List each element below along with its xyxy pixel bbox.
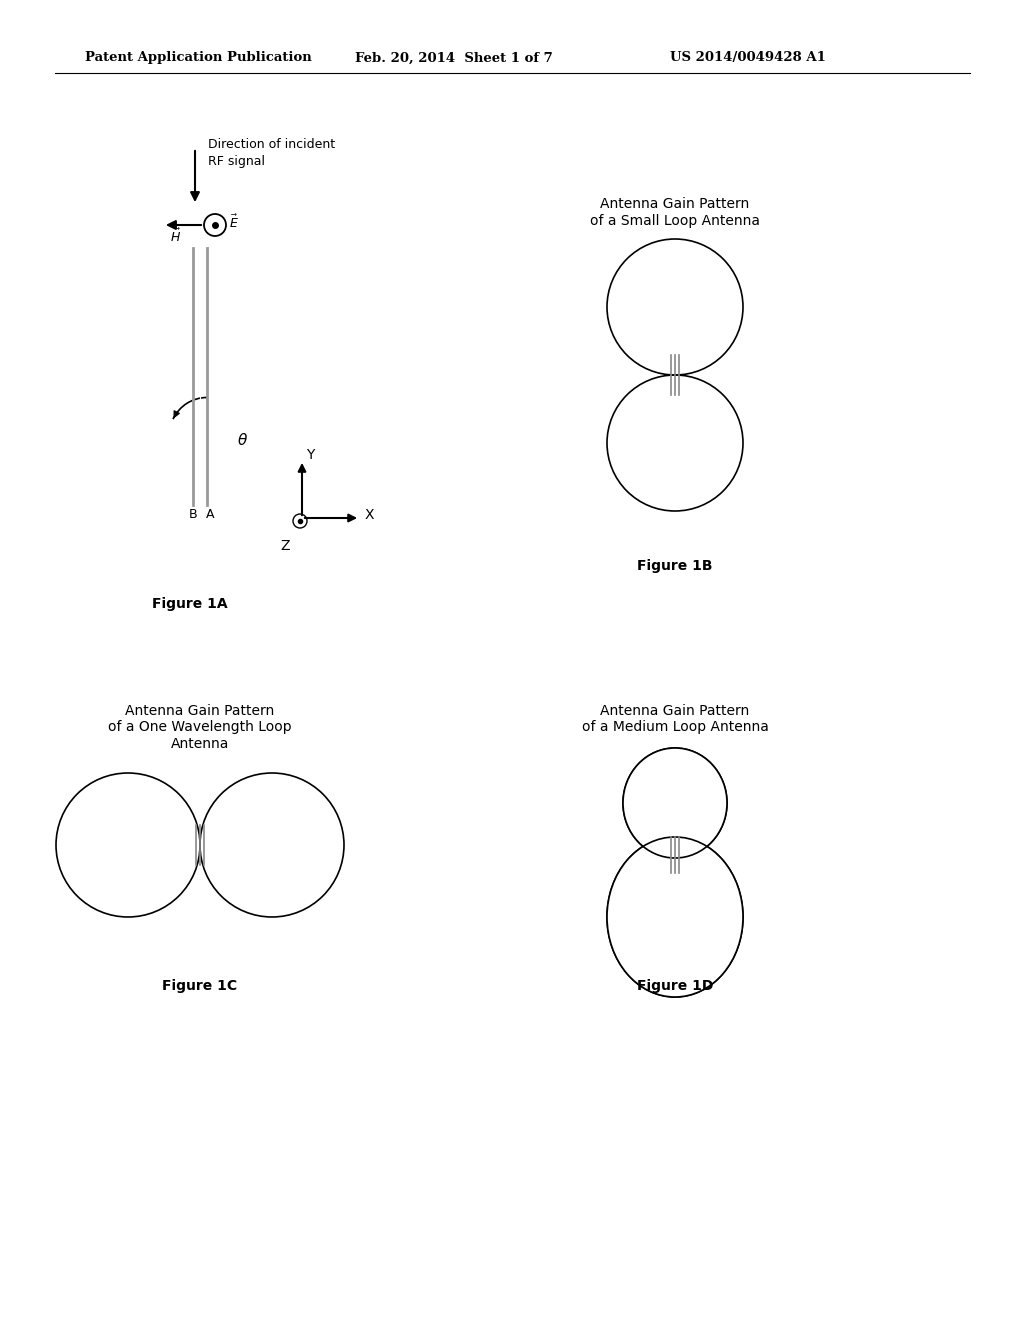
Text: RF signal: RF signal (208, 156, 265, 169)
Text: of a One Wavelength Loop: of a One Wavelength Loop (109, 719, 292, 734)
Text: Antenna Gain Pattern: Antenna Gain Pattern (125, 704, 274, 718)
Text: US 2014/0049428 A1: US 2014/0049428 A1 (670, 51, 826, 65)
Text: Patent Application Publication: Patent Application Publication (85, 51, 311, 65)
Text: Y: Y (306, 447, 314, 462)
Text: A: A (206, 508, 214, 521)
Text: Figure 1A: Figure 1A (153, 597, 227, 611)
Text: Figure 1C: Figure 1C (163, 979, 238, 993)
Text: Antenna Gain Pattern: Antenna Gain Pattern (600, 704, 750, 718)
Text: Figure 1D: Figure 1D (637, 979, 713, 993)
Text: Direction of incident: Direction of incident (208, 139, 335, 152)
Text: of a Small Loop Antenna: of a Small Loop Antenna (590, 214, 760, 228)
Text: X: X (365, 508, 375, 521)
Ellipse shape (607, 837, 743, 997)
Text: Figure 1B: Figure 1B (637, 558, 713, 573)
Text: of a Medium Loop Antenna: of a Medium Loop Antenna (582, 719, 768, 734)
Text: Z: Z (280, 539, 290, 553)
Ellipse shape (623, 748, 727, 858)
Text: Antenna Gain Pattern: Antenna Gain Pattern (600, 197, 750, 211)
Text: Antenna: Antenna (171, 737, 229, 751)
Text: Feb. 20, 2014  Sheet 1 of 7: Feb. 20, 2014 Sheet 1 of 7 (355, 51, 553, 65)
Text: $\vec{E}$: $\vec{E}$ (229, 214, 239, 231)
Text: $\vec{H}$: $\vec{H}$ (170, 227, 181, 244)
Text: $\theta$: $\theta$ (237, 432, 248, 447)
Text: B: B (188, 508, 198, 521)
